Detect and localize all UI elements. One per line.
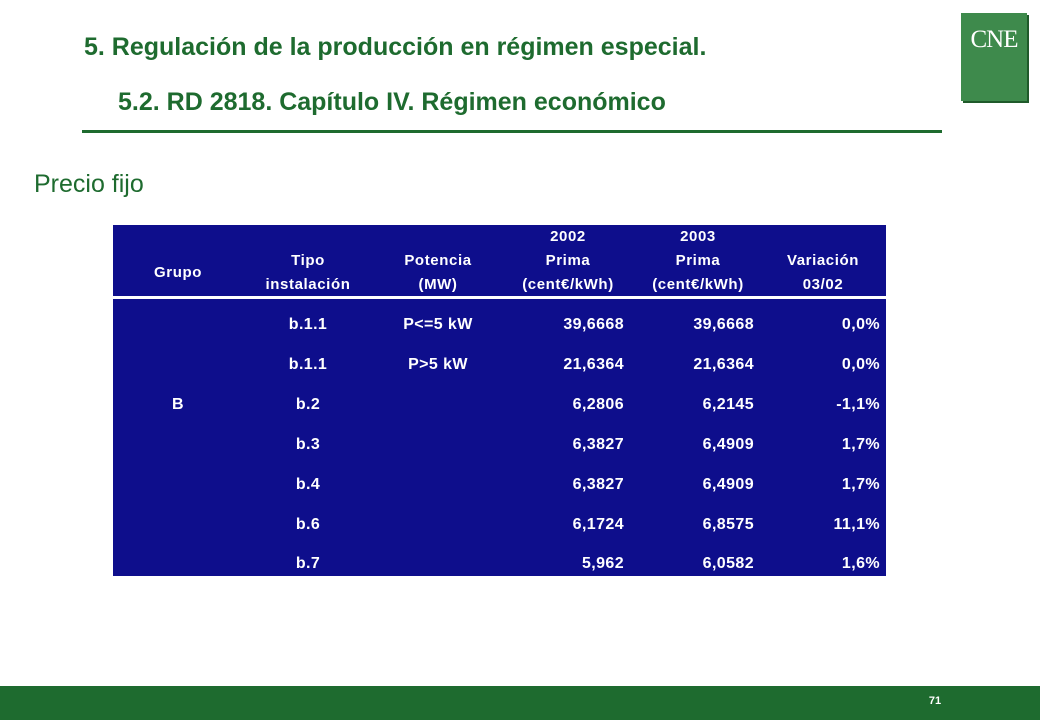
cell-tipo: b.4 bbox=[295, 476, 321, 493]
cell-tipo: b.6 bbox=[295, 516, 321, 533]
cell-variacion: 1,7% bbox=[841, 436, 880, 453]
cell-potencia: P>5 kW bbox=[408, 356, 468, 373]
cell-prima-2003: 6,4909 bbox=[702, 476, 754, 493]
cell-variacion: 0,0% bbox=[841, 316, 880, 333]
slide-title: 5. Regulación de la producción en régime… bbox=[84, 33, 707, 61]
cell-variacion: -1,1% bbox=[836, 396, 880, 413]
cell-potencia: P<=5 kW bbox=[403, 316, 473, 333]
cell-variacion: 1,6% bbox=[841, 555, 880, 572]
cell-prima-2002: 21,6364 bbox=[563, 356, 624, 373]
section-title: Precio fijo bbox=[34, 170, 144, 198]
cell-variacion: 1,7% bbox=[841, 476, 880, 493]
page-number: 71 bbox=[928, 695, 942, 707]
cell-prima-2002: 39,6668 bbox=[563, 316, 624, 333]
cell-variacion: 0,0% bbox=[841, 356, 880, 373]
cell-prima-2003: 6,2145 bbox=[702, 396, 754, 413]
cell-tipo: b.2 bbox=[295, 396, 321, 413]
header-grupo: Grupo bbox=[154, 264, 202, 281]
header-variacion: Variación 03/02 bbox=[786, 252, 860, 293]
cell-prima-2003: 6,4909 bbox=[702, 436, 754, 453]
header-prima-2002: 2002 Prima (cent€/kWh) bbox=[522, 228, 614, 293]
title-divider bbox=[82, 130, 942, 133]
cell-variacion: 11,1% bbox=[833, 516, 880, 533]
cell-prima-2003: 39,6668 bbox=[693, 316, 754, 333]
footer-bar: 71 bbox=[0, 686, 1040, 720]
cell-prima-2003: 6,8575 bbox=[702, 516, 754, 533]
cell-tipo: b.7 bbox=[295, 555, 321, 572]
cell-tipo: b.1.1 bbox=[288, 316, 328, 333]
cell-tipo: b.1.1 bbox=[288, 356, 328, 373]
header-prima-2003: 2003 Prima (cent€/kWh) bbox=[652, 228, 744, 293]
cell-prima-2002: 6,3827 bbox=[572, 476, 624, 493]
header-tipo-instalacion: Tipo instalación bbox=[265, 252, 351, 293]
cne-logo: CNE bbox=[961, 13, 1027, 101]
header-potencia: Potencia (MW) bbox=[404, 252, 472, 293]
price-table: Grupo Tipo instalación Potencia (MW) 200… bbox=[113, 225, 886, 576]
group-cell: B bbox=[172, 396, 184, 413]
cell-prima-2002: 6,3827 bbox=[572, 436, 624, 453]
cell-prima-2003: 6,0582 bbox=[702, 555, 754, 572]
cell-prima-2002: 6,2806 bbox=[572, 396, 624, 413]
cell-prima-2002: 5,962 bbox=[581, 555, 624, 572]
cell-prima-2003: 21,6364 bbox=[693, 356, 754, 373]
header-separator bbox=[113, 296, 886, 299]
cell-prima-2002: 6,1724 bbox=[572, 516, 624, 533]
cne-logo-text: CNE bbox=[970, 26, 1019, 53]
cell-tipo: b.3 bbox=[295, 436, 321, 453]
slide-subtitle: 5.2. RD 2818. Capítulo IV. Régimen econó… bbox=[118, 88, 666, 116]
